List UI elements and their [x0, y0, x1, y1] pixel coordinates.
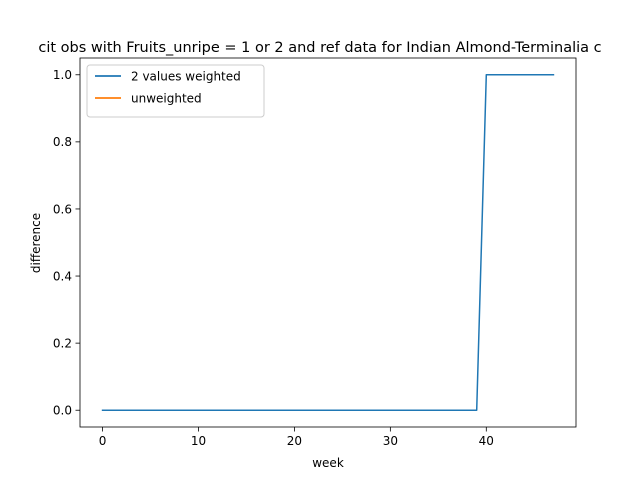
y-tick-label: 0.2 — [53, 336, 72, 350]
x-tick-label: 0 — [99, 434, 107, 448]
legend-box — [86, 64, 265, 118]
legend: 2 values weighted unweighted — [86, 64, 265, 118]
x-tick-label: 20 — [287, 434, 302, 448]
y-axis-label: difference — [29, 213, 43, 273]
x-tick-label: 10 — [191, 434, 206, 448]
legend-label-1: 2 values weighted — [131, 69, 241, 83]
legend-label-2: unweighted — [131, 91, 202, 105]
x-tick-label: 40 — [479, 434, 494, 448]
y-tick-label: 0.6 — [53, 202, 72, 216]
x-axis-label: week — [312, 456, 344, 470]
axes-frame — [79, 57, 577, 428]
y-tick-label: 0.8 — [53, 135, 72, 149]
x-tick-label: 30 — [383, 434, 398, 448]
plot-area: 0 10 20 30 40 0.0 0.2 0.4 0.6 0.8 1.0 — [53, 57, 577, 448]
y-tick-label: 1.0 — [53, 68, 72, 82]
chart-title: cit obs with Fruits_unripe = 1 or 2 and … — [38, 40, 601, 56]
y-tick-label: 0.4 — [53, 269, 72, 283]
series-line-1 — [101, 74, 555, 411]
y-tick-label: 0.0 — [53, 404, 72, 418]
